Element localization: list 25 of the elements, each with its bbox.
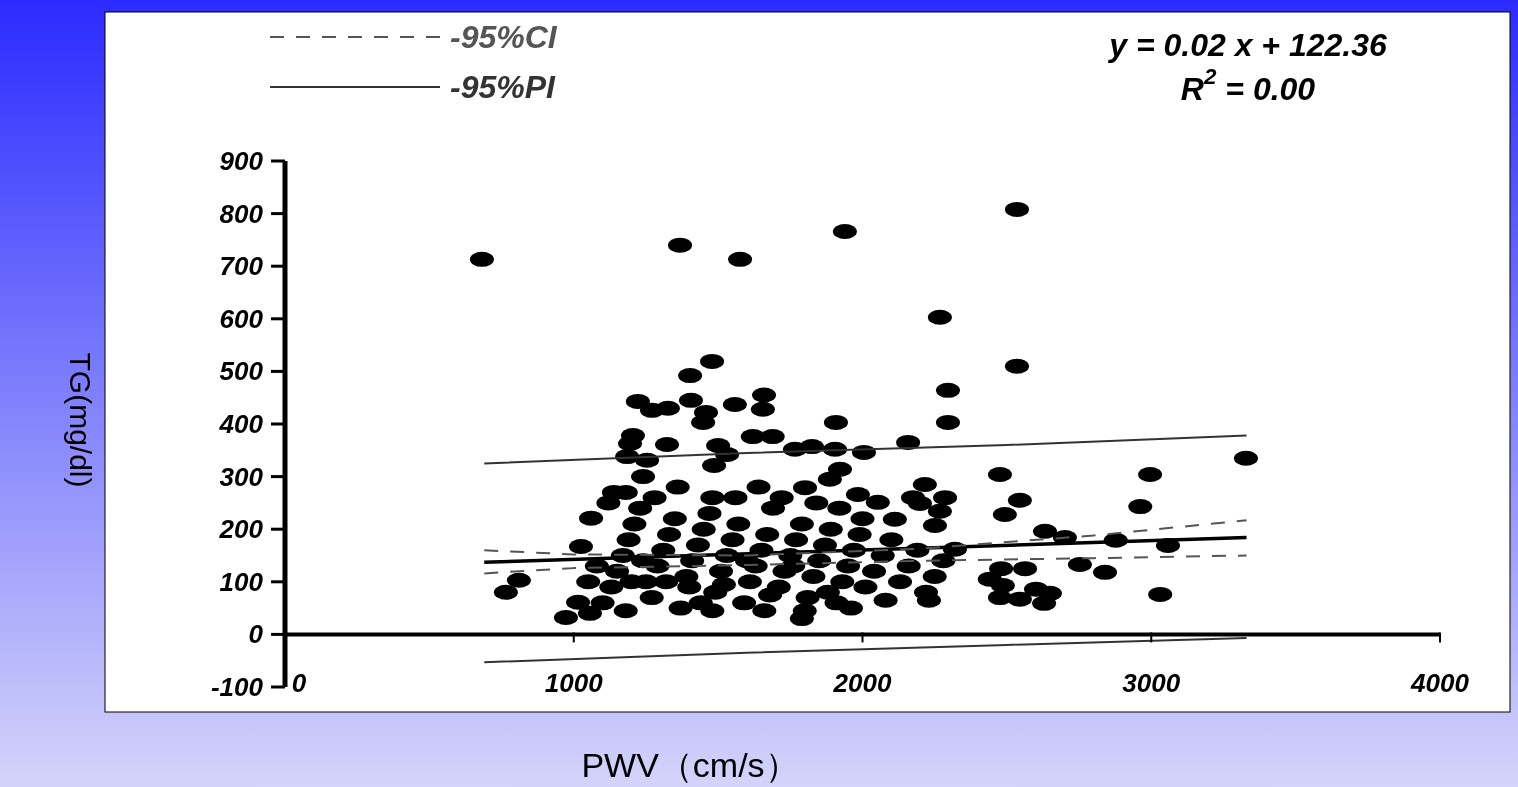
- x-tick-label: 2000: [832, 668, 892, 698]
- text: y = 0.02 x + 122.36: [1107, 27, 1387, 63]
- text: R$^{2}$ = 0.00: [1180, 64, 1316, 107]
- text: -95%PI: [450, 69, 557, 105]
- y-axis-title: TG(mg/dl): [63, 352, 97, 488]
- y-tick-label: 500: [219, 356, 264, 387]
- y-tick-label: 300: [219, 461, 264, 492]
- text: -95%CI: [450, 19, 558, 55]
- line-series: [483, 554, 1248, 575]
- y-tick-label: 0: [248, 619, 264, 650]
- line-series: [483, 637, 1248, 664]
- y-tick-label: -100: [210, 672, 264, 702]
- x-tick-label: 1000: [544, 668, 604, 698]
- x-tick-label: 0: [291, 668, 307, 698]
- x-axis-title: PWV（cm/s）: [581, 746, 799, 784]
- y-tick-label: 100: [219, 566, 264, 597]
- x-tick-label: 3000: [1122, 668, 1181, 698]
- y-tick-label: 400: [218, 409, 264, 439]
- line-series: [483, 434, 1248, 465]
- y-tick-label: 700: [219, 251, 264, 282]
- y-tick-label: 800: [219, 198, 264, 229]
- y-tick-label: 200: [218, 514, 264, 545]
- y-tick-label: 600: [219, 303, 264, 334]
- x-tick-label: 4000: [1410, 668, 1470, 698]
- y-tick-label: 900: [219, 146, 264, 176]
